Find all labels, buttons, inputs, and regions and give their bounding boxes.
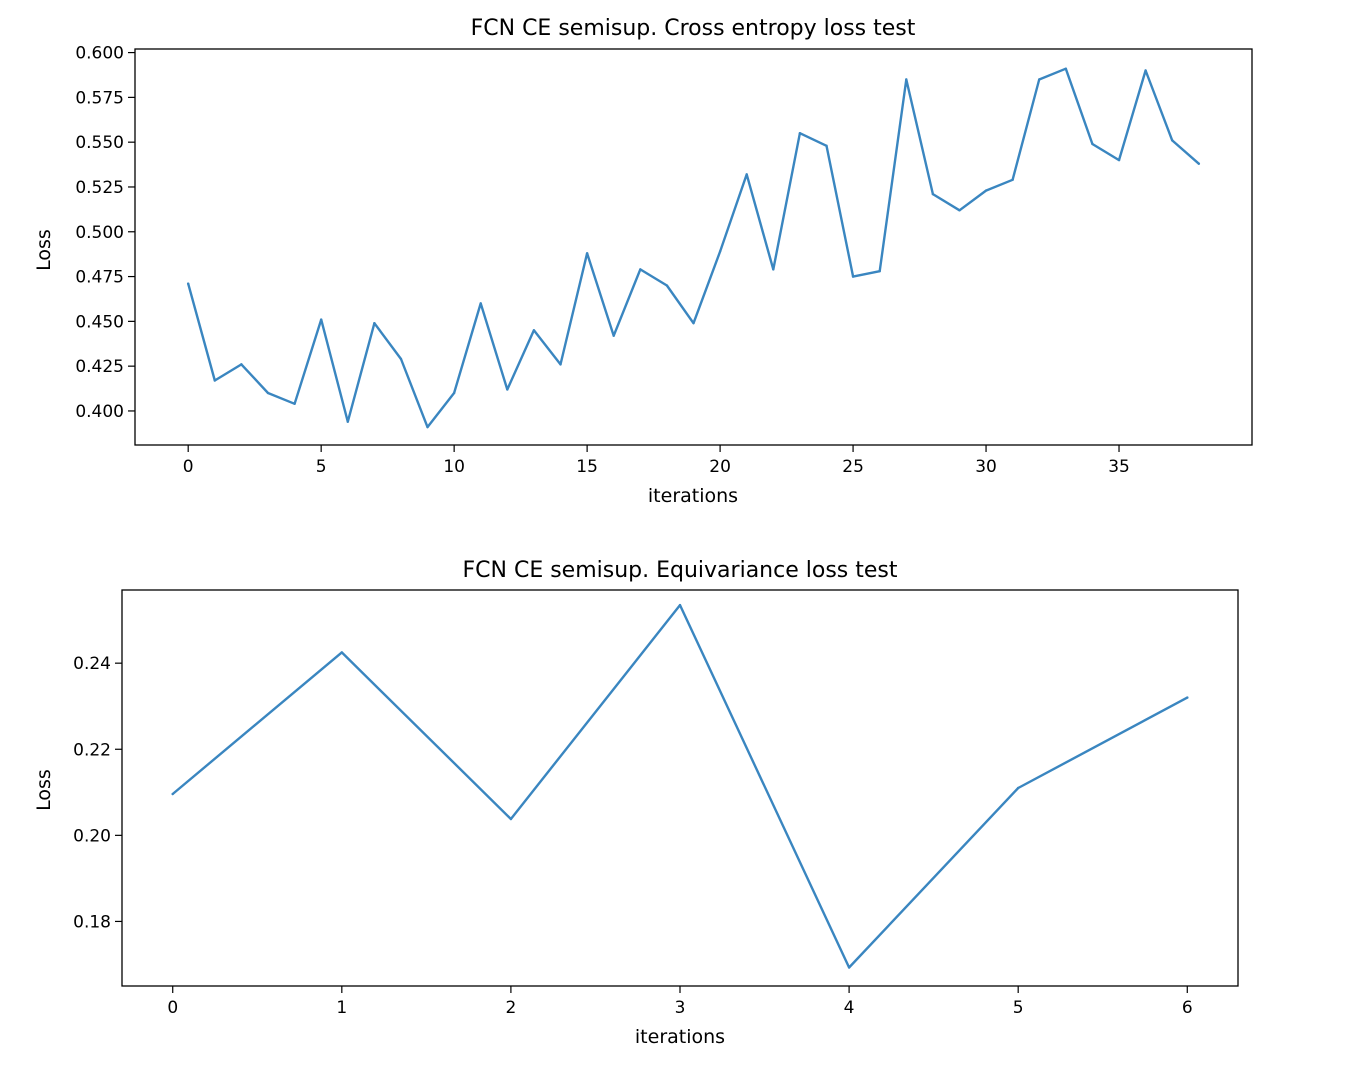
- data-point: [1117, 158, 1121, 162]
- data-point: [718, 250, 722, 253]
- x-tick-label: 1: [336, 998, 347, 1018]
- chart-1-y-ticks: 0.400 0.425 0.450 0.475 0.500 0.525 0.550 0.575…: [75, 44, 135, 422]
- data-point: [1186, 696, 1189, 699]
- y-tick-label: 0.525: [75, 178, 124, 198]
- chart-2-y-ticks: 0.18 0.20 0.22 0.24: [73, 654, 122, 932]
- data-point: [612, 334, 615, 337]
- data-point: [1091, 142, 1094, 146]
- y-tick-label: 0.475: [75, 268, 124, 288]
- data-point: [319, 318, 323, 321]
- data-point: [958, 209, 961, 212]
- data-point: [905, 78, 908, 81]
- data-point: [692, 321, 695, 325]
- x-tick-label: 2: [505, 998, 516, 1018]
- data-point: [266, 391, 270, 395]
- data-point: [1064, 67, 1068, 70]
- y-tick-label: 0.18: [73, 912, 111, 932]
- data-point: [1197, 162, 1201, 165]
- data-point: [399, 357, 403, 361]
- data-point: [1011, 178, 1014, 182]
- data-point: [798, 132, 802, 135]
- data-point: [532, 329, 536, 332]
- data-point: [745, 173, 748, 176]
- data-point: [678, 603, 682, 607]
- y-tick-label: 0.400: [75, 402, 124, 422]
- x-tick-label: 15: [576, 457, 598, 477]
- x-tick-label: 30: [975, 457, 997, 477]
- data-point: [373, 321, 376, 325]
- chart-1-title: FCN CE semisup. Cross entropy loss test: [471, 16, 916, 41]
- chart-1-y-axis-label: Loss: [33, 229, 55, 271]
- y-tick-label: 0.450: [75, 312, 124, 332]
- data-point: [340, 651, 344, 654]
- chart-equivariance: FCN CE semisup. Equivariance loss test 0…: [33, 558, 1239, 1048]
- chart-2-series-line: [171, 603, 1189, 969]
- data-point: [426, 425, 429, 429]
- chart-2-plot-area: [121, 589, 1239, 987]
- data-point: [1171, 139, 1174, 142]
- data-point: [878, 269, 881, 273]
- data-point: [186, 282, 190, 285]
- y-tick-label: 0.575: [75, 88, 124, 108]
- data-point: [452, 391, 456, 395]
- data-point: [240, 363, 243, 366]
- data-point: [1038, 78, 1041, 81]
- x-tick-label: 5: [1013, 998, 1024, 1018]
- chart-1-x-axis-label: iterations: [648, 485, 738, 507]
- y-tick-label: 0.20: [73, 826, 111, 846]
- x-tick-label: 4: [844, 998, 855, 1018]
- x-tick-label: 10: [443, 457, 465, 477]
- data-point: [772, 268, 775, 271]
- data-point: [1144, 69, 1147, 72]
- y-tick-label: 0.24: [73, 654, 111, 674]
- data-point: [559, 363, 562, 366]
- x-tick-label: 6: [1182, 998, 1193, 1018]
- data-point: [506, 388, 509, 391]
- x-tick-label: 3: [675, 998, 686, 1018]
- y-tick-label: 0.425: [75, 357, 124, 377]
- chart-1-points: [186, 67, 1201, 429]
- y-tick-label: 0.500: [75, 223, 124, 243]
- y-tick-label: 0.550: [75, 133, 124, 153]
- data-point: [213, 379, 216, 382]
- chart-2-points: [171, 603, 1189, 969]
- data-point: [479, 302, 482, 305]
- x-tick-label: 35: [1108, 457, 1130, 477]
- y-tick-label: 0.600: [75, 44, 124, 64]
- x-tick-label: 0: [183, 457, 194, 477]
- x-tick-label: 5: [316, 457, 327, 477]
- data-point: [585, 252, 589, 255]
- x-tick-label: 0: [167, 998, 178, 1018]
- chart-1-series-line: [186, 67, 1201, 429]
- chart-cross-entropy: FCN CE semisup. Cross entropy loss test …: [33, 16, 1253, 507]
- data-point: [346, 420, 349, 423]
- data-point: [665, 284, 669, 287]
- x-tick-label: 25: [842, 457, 864, 477]
- data-point: [931, 192, 935, 196]
- chart-2-title: FCN CE semisup. Equivariance loss test: [463, 558, 898, 583]
- chart-1-plot-area: [134, 48, 1253, 446]
- chart-2-y-axis-label: Loss: [33, 769, 55, 811]
- x-tick-label: 20: [709, 457, 731, 477]
- data-point: [293, 402, 296, 405]
- chart-1-x-ticks: 0 5 10 15 20 25 30 35: [183, 445, 1130, 477]
- data-point: [509, 817, 513, 821]
- data-point: [851, 275, 855, 278]
- data-point: [984, 189, 988, 192]
- data-point: [825, 144, 828, 147]
- data-point: [171, 792, 174, 796]
- data-point: [639, 268, 642, 271]
- data-point: [1016, 786, 1020, 790]
- y-tick-label: 0.22: [73, 740, 111, 760]
- chart-2-x-axis-label: iterations: [635, 1026, 725, 1048]
- chart-2-x-ticks: 0 1 2 3 4 5 6: [167, 986, 1193, 1018]
- data-point: [847, 966, 851, 969]
